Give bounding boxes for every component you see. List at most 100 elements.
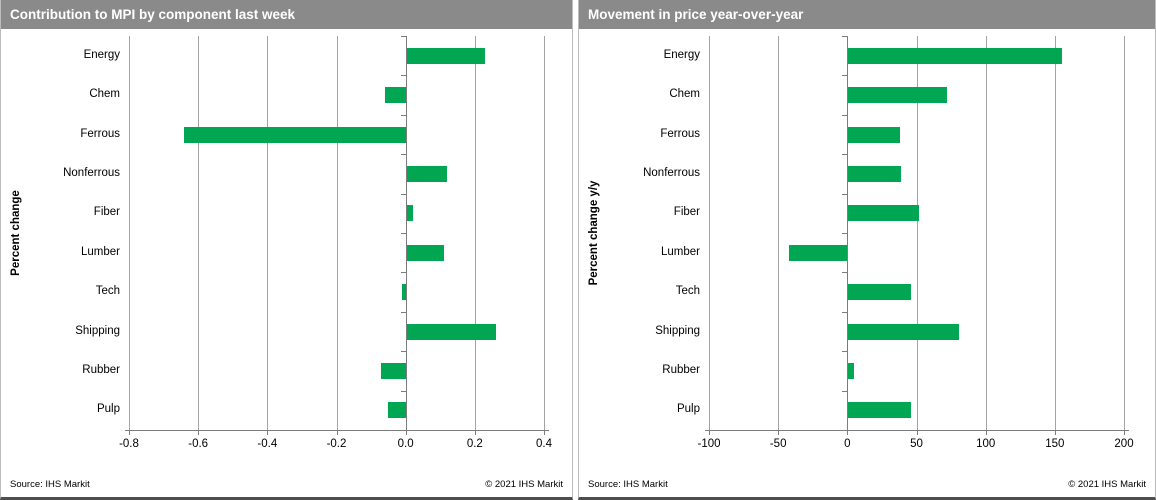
category-label: Rubber [82,363,120,376]
gridline [336,36,338,430]
x-axis-tick [1124,431,1125,435]
bar-energy [405,47,486,64]
gridline [544,36,545,430]
category-label: Fiber [673,206,700,219]
x-axis-tick [778,431,780,435]
y-axis-label: Percent change y/y [588,180,600,286]
x-tick-label: 150 [1045,438,1065,450]
x-tick-label: 0.4 [536,438,552,450]
bar-pulp [388,402,406,419]
gridline [198,36,200,430]
gridline [985,36,987,430]
category-label: Pulp [96,403,120,416]
plot-area: -100 -50 0 50 100 150 200 Energy Chem Ferrous Nonf… [579,0,1155,497]
bar-chem [384,87,406,104]
bar-lumber [405,244,444,261]
gridline [267,36,269,430]
category-label: Chem [669,88,700,101]
zero-axis-tick [842,36,849,37]
bar-chem [847,87,947,104]
x-tick-label: 200 [1114,438,1134,450]
zero-axis-tick [400,233,407,234]
zero-axis-tick [400,193,407,195]
bar-lumber [789,244,848,261]
chart-title: Movement in price year-over-year [579,0,1155,29]
category-label: Lumber [661,245,700,258]
bar-ferrous [847,126,900,143]
plot-area: -0.8 -0.6 -0.4 -0.2 0.0 0.2 0.4 Energy Chem Ferro… [1,0,572,497]
gridline [1054,36,1056,430]
y-axis-label: Percent change [10,190,22,276]
category-label: Fiber [93,206,120,219]
chart-footer: Source: IHS Markit © 2021 IHS Markit [588,479,1146,490]
x-axis-tick [474,431,476,435]
category-label: Ferrous [80,127,120,140]
category-label: Nonferrous [63,166,120,179]
x-axis-tick [129,431,130,435]
zero-axis-tick [400,390,407,392]
source-text: Source: IHS Markit [10,479,90,490]
category-label: Tech [95,285,120,298]
x-axis-line [705,430,1129,431]
x-tick-label: 50 [910,438,923,450]
gridline [709,36,710,430]
x-axis-tick [405,431,407,435]
category-label: Lumber [81,245,120,258]
x-tick-label: -100 [697,438,721,450]
category-label: Chem [89,88,120,101]
category-label: Nonferrous [643,166,700,179]
bar-tech [847,284,911,301]
bar-energy [847,47,1062,64]
bar-pulp [847,402,911,419]
x-tick-label: 100 [976,438,996,450]
x-tick-label: 0.2 [466,438,483,450]
copyright-text: © 2021 IHS Markit [1068,479,1146,490]
x-axis-tick [847,431,849,435]
x-tick-label: 0 [844,438,851,450]
zero-axis-tick [842,311,849,313]
category-label: Shipping [75,324,120,337]
bar-rubber [847,362,855,379]
chart-footer: Source: IHS Markit © 2021 IHS Markit [10,479,563,490]
category-label: Rubber [662,363,700,376]
bar-rubber [381,362,406,379]
bar-nonferrous [847,165,902,182]
bar-fiber [847,205,920,222]
category-label: Ferrous [660,127,700,140]
x-axis-tick [336,431,338,435]
zero-axis-tick [842,114,849,116]
zero-axis-tick [400,154,407,156]
x-axis-tick [544,431,545,435]
x-tick-label: -0.8 [119,438,139,450]
x-tick-label: -50 [769,438,787,450]
x-tick-label: 0.0 [397,438,414,450]
bar-nonferrous [405,165,448,182]
gridline [1124,36,1125,430]
category-label: Pulp [676,403,700,416]
zero-axis-tick [400,36,407,37]
zero-axis-tick [842,351,849,353]
bar-shipping [405,323,496,340]
zero-axis-tick [400,75,407,77]
bar-ferrous [184,126,406,143]
bar-tech [402,284,406,301]
bar-shipping [847,323,960,340]
gridline [916,36,918,430]
bar-fiber [405,205,413,222]
zero-axis-tick [400,311,407,313]
category-label: Energy [83,48,120,61]
zero-axis-tick [400,351,407,353]
source-text: Source: IHS Markit [588,479,668,490]
x-axis-line [125,430,549,431]
gridline [129,36,130,430]
zero-axis-tick [400,272,407,274]
zero-axis-tick [842,193,849,195]
panel-price-movement-chart: Movement in price year-over-year -100 -50… [578,0,1156,500]
x-tick-label: -0.2 [326,438,347,450]
chart-title: Contribution to MPI by component last we… [1,0,572,29]
zero-axis-tick [842,233,849,234]
zero-axis-tick [400,114,407,116]
x-tick-label: -0.4 [257,438,278,450]
x-axis-tick [985,431,987,435]
category-label: Energy [663,48,700,61]
